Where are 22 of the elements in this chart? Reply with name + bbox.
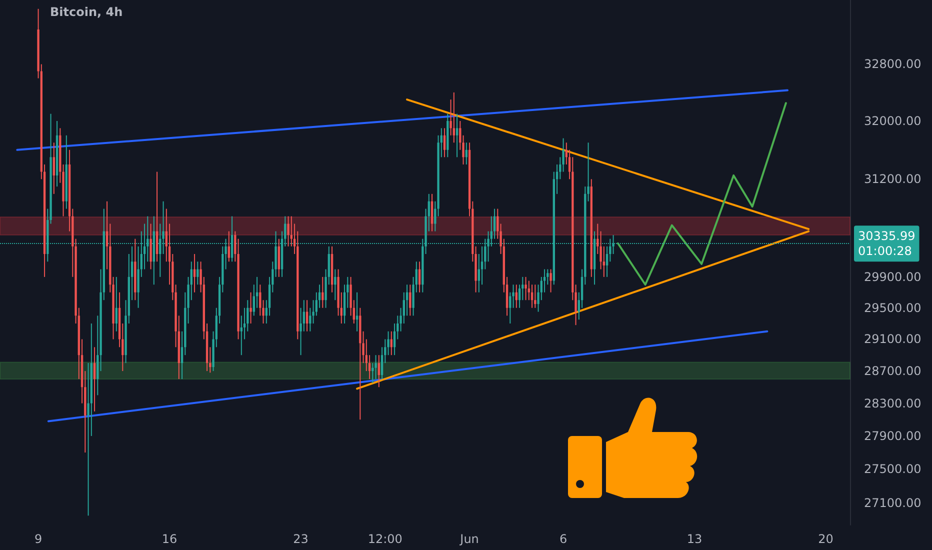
x-tick-label: 16	[162, 532, 178, 546]
y-tick-label: 28300.00	[864, 396, 922, 410]
x-tick-label: 12:00	[368, 532, 402, 546]
y-tick-label: 27100.00	[864, 496, 922, 510]
y-tick-label: 31200.00	[864, 172, 922, 186]
x-tick-label: 13	[686, 532, 702, 546]
ref-line-label: 30335.99	[858, 229, 916, 244]
y-tick-label: 27900.00	[864, 429, 922, 444]
x-tick-label: 20	[818, 532, 834, 546]
chart-title: Bitcoin, 4h	[50, 5, 123, 19]
y-tick-label: 29500.00	[864, 300, 922, 315]
y-tick-label: 27500.00	[864, 462, 922, 476]
x-tick-label: 9	[34, 532, 42, 546]
y-tick-label: 29900.00	[864, 270, 922, 284]
text: 01:00:28	[858, 244, 912, 258]
x-tick-label: 23	[293, 532, 308, 546]
y-tick-label: 32800.00	[864, 57, 922, 72]
y-tick-label: 29100.00	[864, 332, 922, 346]
y-tick-label: 28700.00	[864, 364, 922, 378]
y-tick-label: 32000.00	[864, 114, 922, 128]
x-tick-label: 6	[559, 532, 568, 546]
x-tick-label: Jun	[459, 532, 479, 546]
